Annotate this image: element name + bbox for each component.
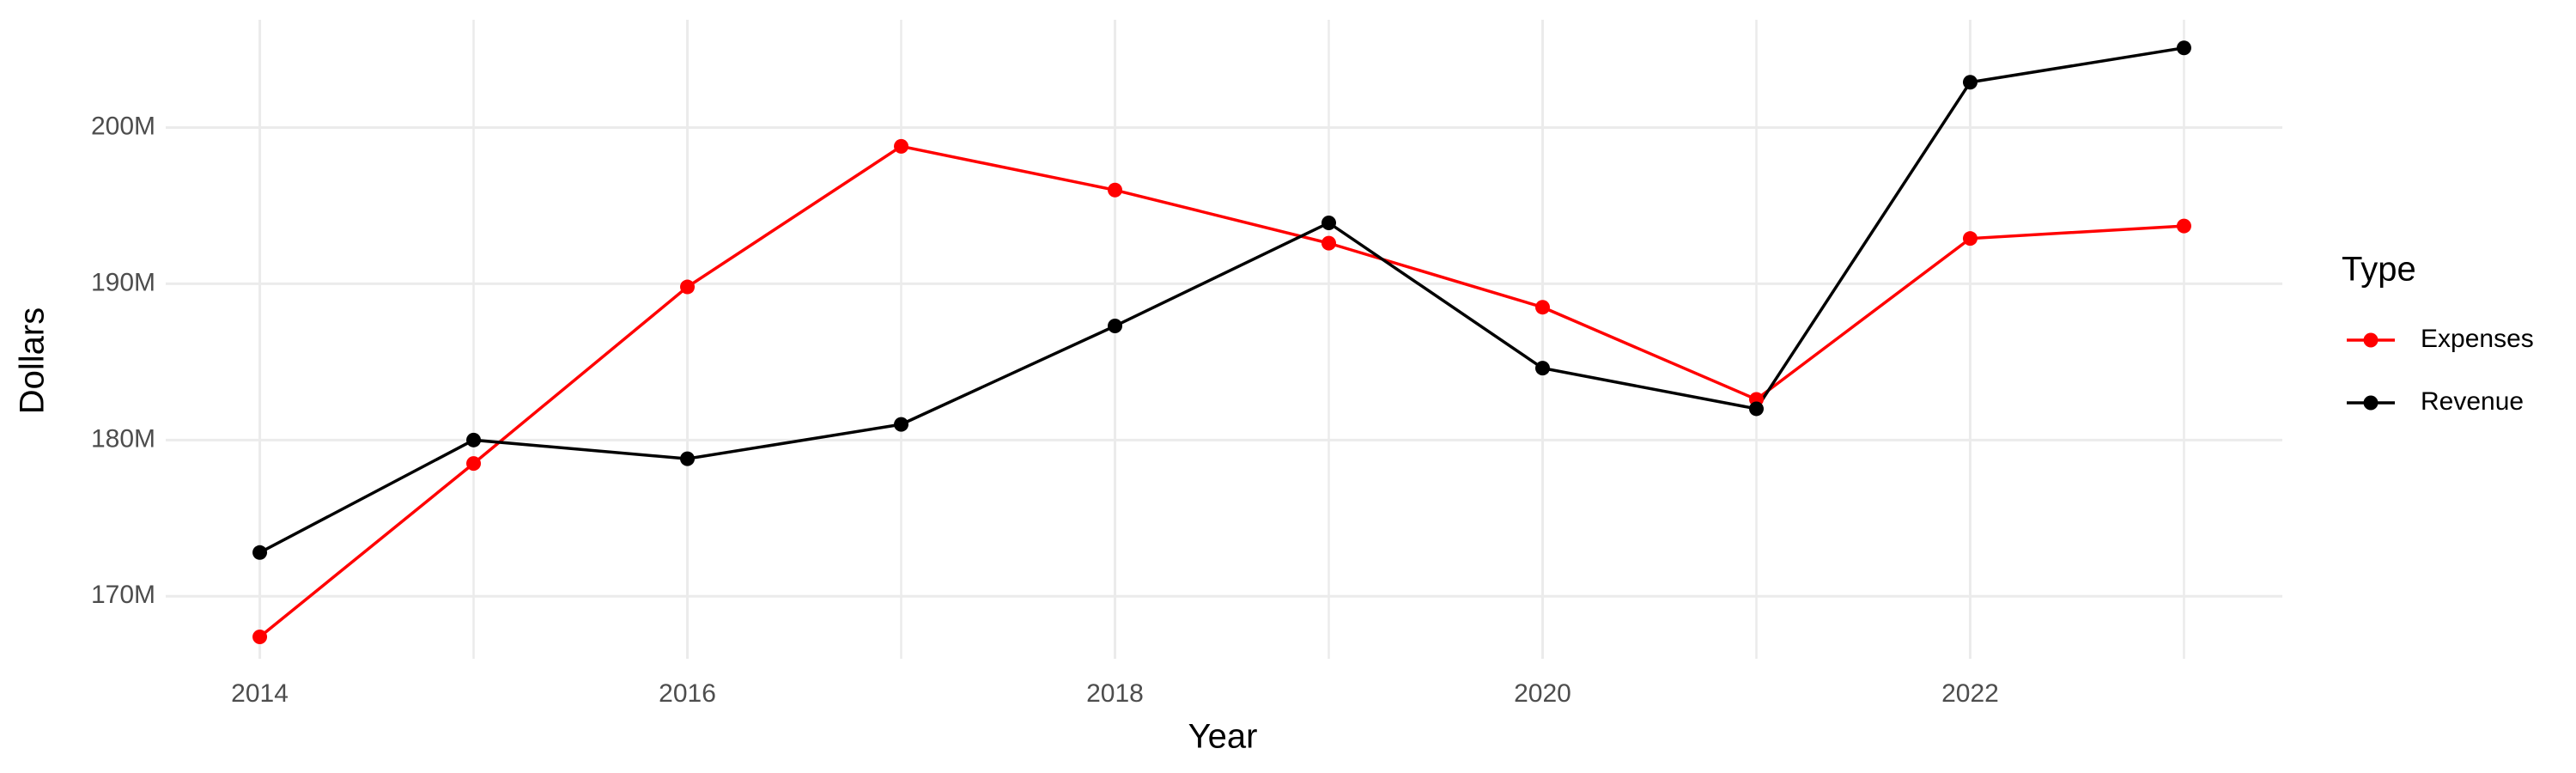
legend-title: Type xyxy=(2342,251,2416,289)
y-tick-label: 190M xyxy=(91,268,155,296)
data-point xyxy=(1534,361,1550,376)
x-tick-label: 2014 xyxy=(231,679,289,708)
data-point xyxy=(2176,218,2191,234)
x-tick-label: 2022 xyxy=(1941,679,1999,708)
x-axis-title: Year xyxy=(1188,718,1258,756)
y-axis-title: Dollars xyxy=(14,307,52,414)
legend-label: Expenses xyxy=(2421,325,2534,353)
y-tick-label: 180M xyxy=(91,424,155,453)
x-tick-label: 2016 xyxy=(659,679,716,708)
data-point xyxy=(466,432,482,447)
data-point xyxy=(1108,319,1123,334)
data-point xyxy=(2176,40,2191,56)
data-point xyxy=(1321,215,1337,230)
x-tick-label: 2018 xyxy=(1086,679,1144,708)
grid xyxy=(166,20,2282,659)
data-point xyxy=(1321,235,1337,251)
data-point xyxy=(1748,401,1764,417)
x-tick-label: 2020 xyxy=(1514,679,1571,708)
data-point xyxy=(1108,182,1123,198)
series-line xyxy=(258,144,2184,638)
data-point xyxy=(680,279,696,295)
legend-point xyxy=(2363,332,2379,348)
data-point xyxy=(894,417,909,432)
data-point xyxy=(252,545,268,560)
data-point xyxy=(252,630,268,645)
y-tick-label: 170M xyxy=(91,581,155,609)
data-point xyxy=(894,138,909,154)
y-tick-label: 200M xyxy=(91,112,155,140)
data-point xyxy=(1962,231,1978,247)
legend-label: Revenue xyxy=(2421,387,2524,416)
series-line xyxy=(258,46,2184,554)
data-point xyxy=(680,451,696,466)
data-point xyxy=(1534,300,1550,315)
data-point xyxy=(466,456,482,472)
data-point xyxy=(1962,75,1978,90)
legend-point xyxy=(2363,395,2379,411)
